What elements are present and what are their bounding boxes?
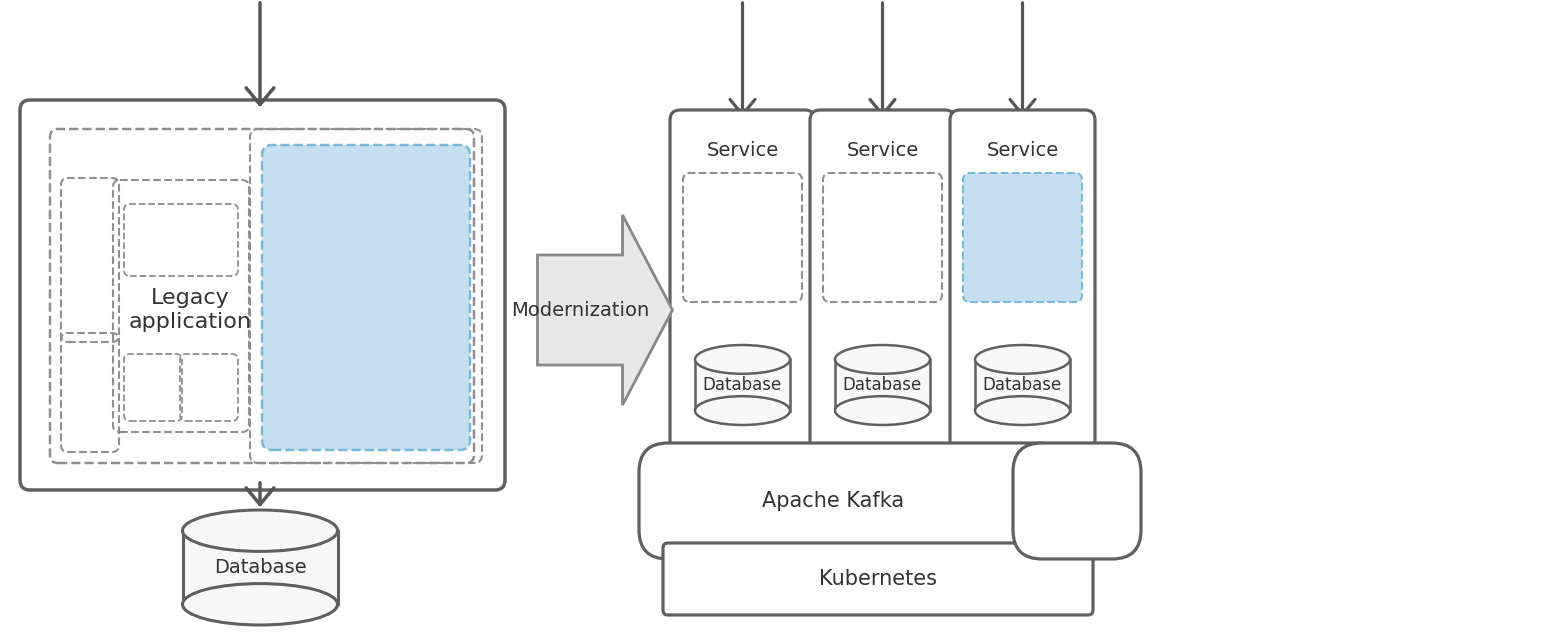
Ellipse shape <box>695 396 790 425</box>
FancyBboxPatch shape <box>670 110 815 485</box>
Ellipse shape <box>975 396 1069 425</box>
Text: Database: Database <box>214 558 306 577</box>
FancyBboxPatch shape <box>663 543 1093 615</box>
Ellipse shape <box>835 345 930 374</box>
Text: Service: Service <box>846 141 919 159</box>
Ellipse shape <box>183 584 337 625</box>
Ellipse shape <box>835 396 930 425</box>
FancyBboxPatch shape <box>810 110 954 485</box>
FancyBboxPatch shape <box>1013 443 1141 559</box>
Polygon shape <box>695 360 790 411</box>
Ellipse shape <box>183 510 337 552</box>
FancyBboxPatch shape <box>639 443 1068 559</box>
Text: Service: Service <box>706 141 779 159</box>
Ellipse shape <box>695 345 790 374</box>
Text: Database: Database <box>843 376 922 394</box>
Text: Modernization: Modernization <box>511 301 649 319</box>
Text: Legacy
application: Legacy application <box>129 289 251 332</box>
Text: Apache Kafka: Apache Kafka <box>762 491 905 511</box>
FancyBboxPatch shape <box>20 100 504 490</box>
Text: Database: Database <box>703 376 782 394</box>
Ellipse shape <box>975 345 1069 374</box>
Polygon shape <box>975 360 1069 411</box>
FancyBboxPatch shape <box>262 145 470 450</box>
Polygon shape <box>183 531 337 604</box>
Polygon shape <box>537 215 672 405</box>
FancyBboxPatch shape <box>950 110 1096 485</box>
Text: Service: Service <box>987 141 1058 159</box>
Text: Kubernetes: Kubernetes <box>819 569 937 589</box>
Polygon shape <box>835 360 930 411</box>
FancyBboxPatch shape <box>962 173 1082 302</box>
Text: Database: Database <box>982 376 1062 394</box>
